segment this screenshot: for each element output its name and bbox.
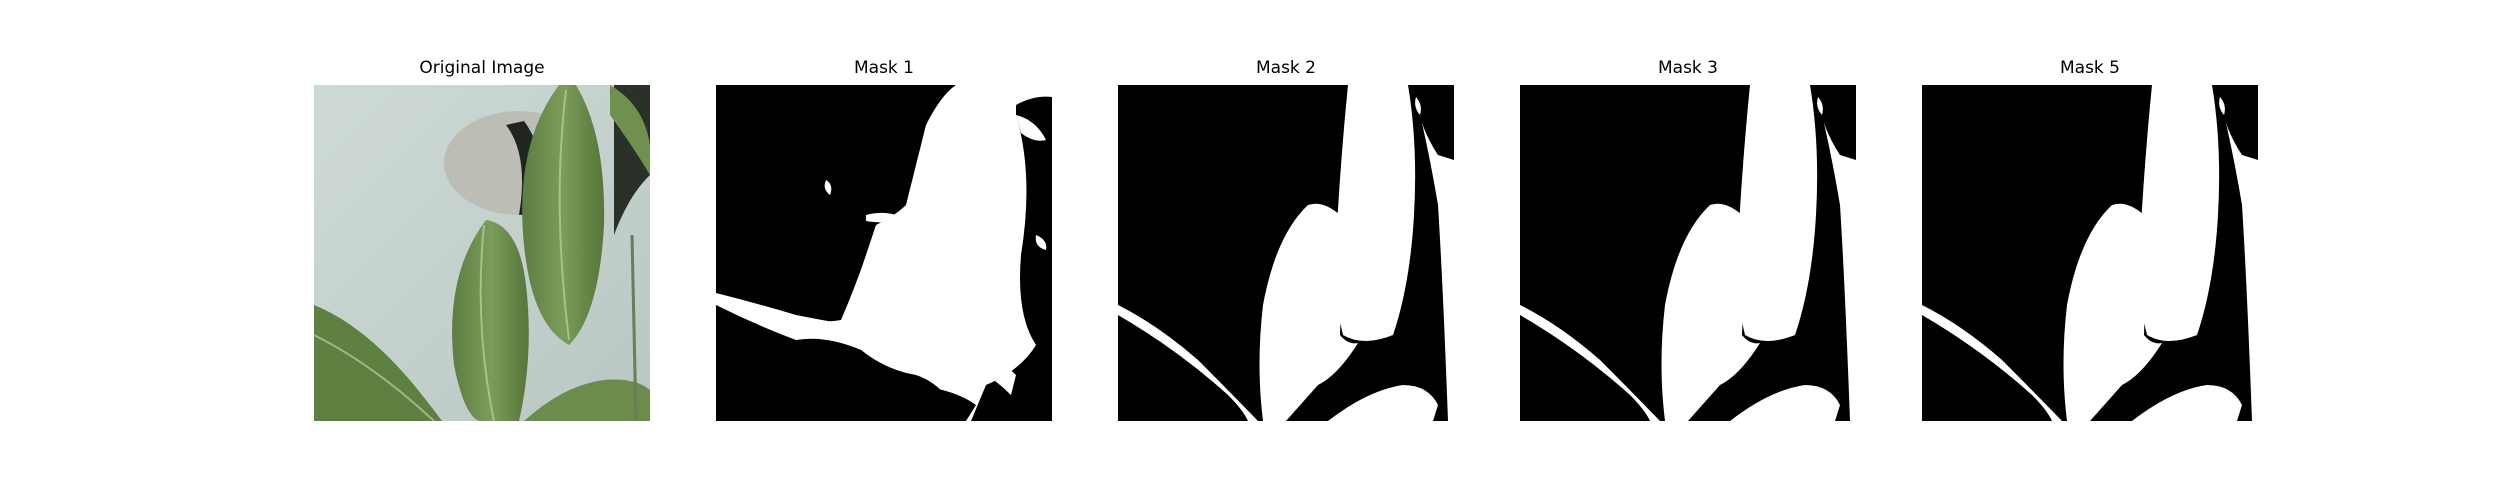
leaf-top bbox=[522, 85, 605, 345]
mask-leaf-bottom-right bbox=[1328, 385, 1438, 421]
leaf-corner bbox=[610, 85, 650, 175]
leaf-bottom-left bbox=[314, 305, 442, 421]
panel-mask-5: Mask 5 bbox=[1922, 0, 2258, 500]
panel-mask-1: Mask 1 bbox=[716, 0, 1052, 500]
mask-shadow-region bbox=[1118, 315, 1248, 421]
mask-leaf-top bbox=[2139, 85, 2220, 341]
panel-title: Original Image bbox=[419, 58, 545, 78]
mask-leaf-right bbox=[2217, 85, 2258, 421]
panel-mask-2: Mask 2 bbox=[1118, 0, 1454, 500]
mask-5-image bbox=[1922, 85, 2258, 421]
mask-leaf-top bbox=[1737, 85, 1818, 341]
mask-gap bbox=[1815, 85, 1856, 160]
mask-leaf-bottom-right bbox=[2132, 385, 2242, 421]
panel-title: Mask 2 bbox=[1255, 58, 1316, 78]
mask-2-image bbox=[1118, 85, 1454, 421]
stem bbox=[630, 234, 638, 421]
leaf-top-vein bbox=[558, 89, 570, 341]
mask-fragment bbox=[2219, 97, 2225, 115]
panel-title: Mask 1 bbox=[853, 58, 914, 78]
leaf-middle-vein bbox=[479, 224, 495, 421]
mask-fragment bbox=[824, 180, 832, 195]
mask-leaf-right bbox=[1413, 85, 1454, 421]
mask-1-image bbox=[716, 85, 1052, 421]
mask-fragment bbox=[1016, 85, 1052, 105]
panel-original-image: Original Image bbox=[314, 0, 650, 500]
mask-region-lower bbox=[716, 293, 1016, 395]
mask-fragment bbox=[1016, 115, 1046, 141]
mask-leaf-middle bbox=[2063, 203, 2162, 421]
mask-leaf-middle bbox=[1661, 203, 1760, 421]
mask-gap bbox=[2217, 85, 2258, 160]
mask-shadow-region bbox=[1922, 315, 2052, 421]
mask-leaf-top bbox=[1335, 85, 1416, 341]
panel-title: Mask 3 bbox=[1657, 58, 1718, 78]
mask-region-main bbox=[716, 85, 1036, 421]
original-photo bbox=[314, 85, 650, 421]
mask-hole bbox=[716, 315, 976, 421]
leaf-bottom-right bbox=[524, 379, 650, 421]
mask-fragment bbox=[1415, 97, 1421, 115]
mask-gap bbox=[1413, 85, 1454, 160]
mask-fragment bbox=[866, 212, 901, 223]
leaf-middle bbox=[452, 220, 529, 421]
mask-shadow-region bbox=[1520, 315, 1650, 421]
mask-fragment bbox=[1035, 235, 1047, 250]
mask-leaf-middle bbox=[1259, 203, 1358, 421]
panel-title: Mask 5 bbox=[2059, 58, 2120, 78]
leaf-bottom-left-vein bbox=[314, 334, 435, 421]
mask-leaf-right bbox=[1815, 85, 1856, 421]
mask-fragment bbox=[1817, 97, 1823, 115]
panel-mask-3: Mask 3 bbox=[1520, 0, 1856, 500]
mask-leaf-bottom-right bbox=[1730, 385, 1840, 421]
mask-3-image bbox=[1520, 85, 1856, 421]
